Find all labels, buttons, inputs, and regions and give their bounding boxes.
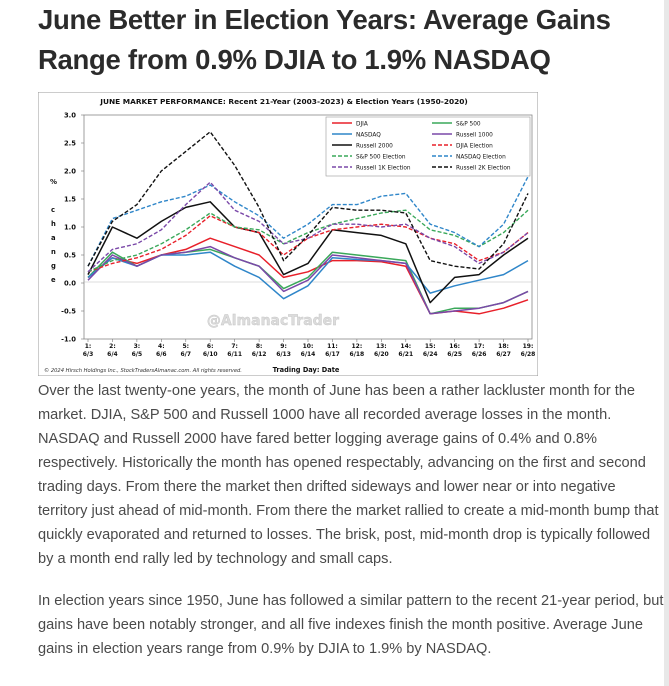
y-axis-label-letter: e [51, 276, 56, 284]
legend-label: S&P 500 Election [356, 155, 406, 161]
x-tick-day: 14: [400, 343, 411, 350]
scrollbar-track[interactable] [664, 0, 669, 686]
y-tick-label: -1.0 [61, 336, 76, 344]
y-tick-label: -0.5 [61, 308, 76, 316]
legend-label: NASDAQ [356, 133, 381, 139]
x-tick-day: 9: [280, 343, 287, 350]
x-tick-day: 19: [523, 343, 534, 350]
x-tick-date: 6/26 [472, 351, 487, 358]
x-tick-day: 4: [158, 343, 165, 350]
x-tick-day: 8: [256, 343, 263, 350]
legend-label: Russell 2000 [356, 144, 393, 150]
x-tick-date: 6/7 [181, 351, 192, 358]
x-tick-day: 2: [109, 343, 116, 350]
y-axis-label-letter: n [51, 248, 56, 256]
x-tick-date: 6/11 [227, 351, 242, 358]
x-tick-day: 16: [449, 343, 460, 350]
x-tick-day: 18: [498, 343, 509, 350]
legend-label: S&P 500 [456, 122, 481, 128]
x-axis: 1:6/32:6/43:6/54:6/65:6/76:6/107:6/118:6… [83, 339, 536, 358]
x-tick-day: 5: [182, 343, 189, 350]
x-tick-day: 12: [352, 343, 363, 350]
market-performance-chart: JUNE MARKET PERFORMANCE: Recent 21-Year … [37, 91, 539, 377]
y-tick-label: 3.0 [64, 112, 76, 120]
chart-legend: DJIA S&P 500 NASDAQ Russell 1000 Russell 200… [325, 116, 531, 177]
x-tick-date: 6/6 [156, 351, 167, 358]
x-tick-day: 1: [85, 343, 92, 350]
article-paragraph-2: In election years since 1950, June has f… [38, 593, 664, 657]
x-tick-day: 7: [231, 343, 238, 350]
y-axis-label-letter: a [51, 234, 56, 242]
y-axis: 3.0 2.5 2.0 1.5 1.0 0.5 0.0 -0.5 -1.0 [61, 112, 84, 344]
x-tick-date: 6/14 [301, 351, 316, 358]
x-tick-date: 6/27 [496, 351, 511, 358]
series-line-russell-2000 [87, 201, 529, 304]
x-tick-day: 10: [303, 343, 314, 350]
series-lines [87, 131, 529, 315]
y-tick-label: 0.5 [64, 252, 76, 260]
legend-label: Russell 1K Election [356, 166, 411, 172]
series-line-russell-1000 [87, 245, 529, 315]
x-tick-date: 6/3 [83, 351, 94, 358]
legend-box [325, 116, 531, 177]
article-headline: June Better in Election Years: Average G… [38, 4, 611, 75]
x-tick-date: 6/18 [350, 351, 365, 358]
x-tick-date: 6/13 [276, 351, 291, 358]
legend-label: Russell 2K Election [456, 166, 511, 172]
y-axis-label-letter: g [51, 262, 56, 270]
copyright-note: © 2024 Hirsch Holdings Inc., StockTrader… [44, 367, 242, 374]
y-axis-label-letter: c [51, 206, 55, 214]
legend-label: DJIA Election [456, 144, 493, 150]
x-tick-date: 6/24 [423, 351, 438, 358]
x-tick-date: 6/17 [325, 351, 340, 358]
series-line-russell-1k-election [87, 181, 529, 273]
x-tick-date: 6/21 [398, 351, 413, 358]
legend-label: DJIA [356, 122, 368, 128]
x-tick-date: 6/12 [252, 351, 267, 358]
x-tick-day: 17: [474, 343, 485, 350]
x-tick-date: 6/20 [374, 351, 389, 358]
series-line-russell-2k-election [87, 131, 529, 270]
chart-title: JUNE MARKET PERFORMANCE: Recent 21-Year … [99, 97, 468, 106]
y-tick-label: 1.0 [64, 224, 76, 232]
x-tick-date: 6/5 [132, 351, 143, 358]
series-line-s-p-500-election [87, 209, 529, 273]
x-axis-title: Trading Day: Date [273, 366, 340, 374]
x-tick-day: 6: [207, 343, 214, 350]
x-tick-day: 15: [425, 343, 436, 350]
x-tick-day: 11: [327, 343, 338, 350]
x-tick-date: 6/28 [521, 351, 536, 358]
chart-svg: JUNE MARKET PERFORMANCE: Recent 21-Year … [37, 91, 539, 377]
x-tick-date: 6/10 [203, 351, 218, 358]
y-axis-label-percent: % [50, 178, 57, 186]
x-tick-day: 13: [376, 343, 387, 350]
x-tick-date: 6/25 [447, 351, 462, 358]
y-tick-label: 2.0 [64, 168, 76, 176]
x-tick-day: 3: [134, 343, 141, 350]
y-axis-label-letter: h [51, 220, 56, 228]
y-tick-label: 2.5 [64, 140, 76, 148]
series-line-nasdaq-election [87, 176, 529, 267]
y-tick-label: 0.0 [64, 280, 76, 288]
x-tick-date: 6/4 [107, 351, 118, 358]
legend-label: Russell 1000 [456, 133, 493, 139]
watermark: @AlmanacTrader [207, 313, 339, 329]
article-paragraph-1: Over the last twenty-one years, the mont… [38, 383, 659, 567]
series-line-djia-election [87, 215, 529, 273]
legend-label: NASDAQ Election [456, 155, 506, 161]
y-tick-label: 1.5 [64, 196, 76, 204]
